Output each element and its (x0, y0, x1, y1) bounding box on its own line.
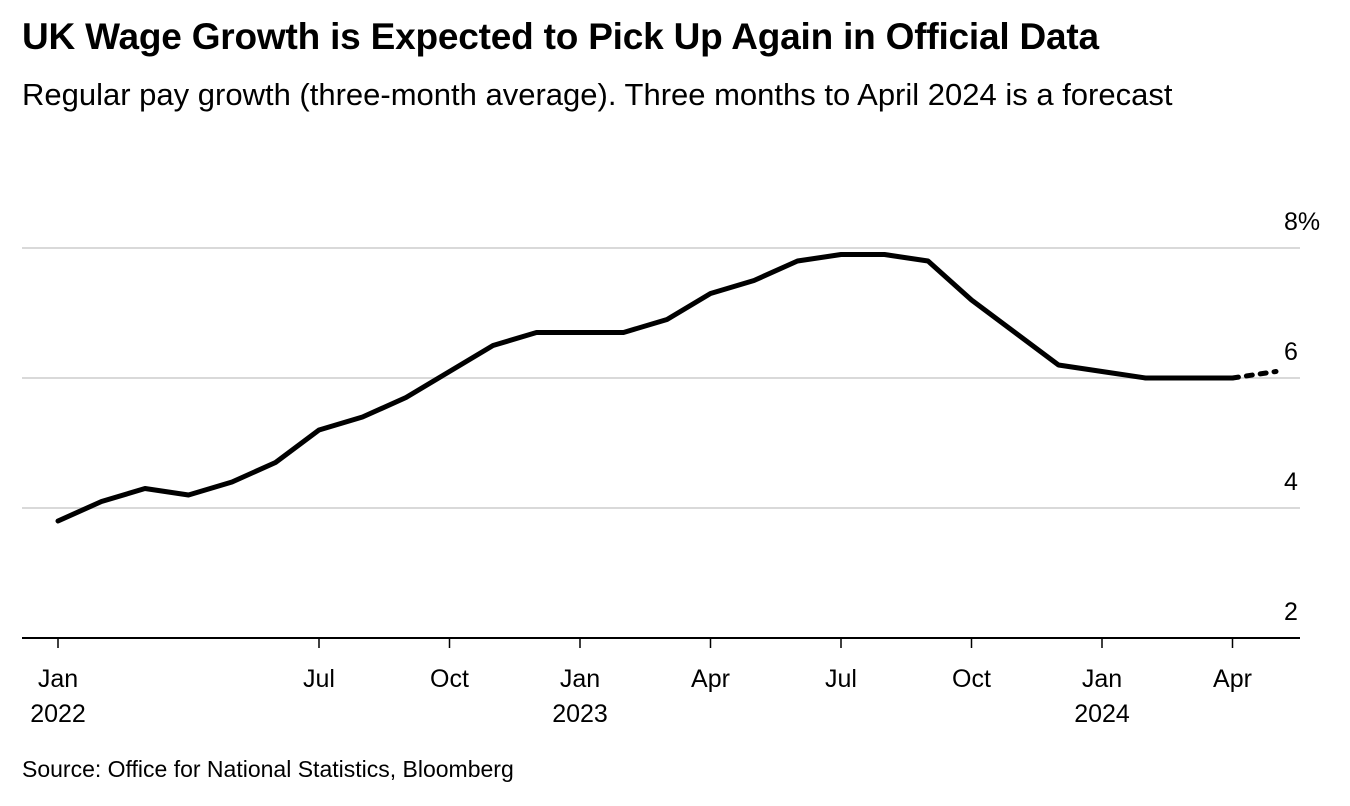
gridlines (22, 247, 1300, 509)
actual-series-line (55, 252, 1235, 524)
x-tick-label: Apr (1213, 665, 1252, 693)
x-tick-label: Oct (952, 665, 991, 693)
series-lines (55, 252, 1279, 524)
x-tick-year-label: 2022 (30, 700, 86, 728)
chart-subtitle: Regular pay growth (three-month average)… (22, 77, 1173, 112)
y-tick-label: 2 (1284, 598, 1298, 626)
x-tick-label: Jul (825, 665, 857, 693)
x-tick-label: Jan (1082, 665, 1122, 693)
x-tick-label: Jan (560, 665, 600, 693)
y-tick-label: 8% (1284, 208, 1320, 236)
x-tick-year-label: 2023 (552, 700, 608, 728)
chart-title: UK Wage Growth is Expected to Pick Up Ag… (22, 16, 1099, 57)
x-tick-label: Jan (38, 665, 78, 693)
y-tick-label: 4 (1284, 468, 1298, 496)
x-tick-label: Jul (303, 665, 335, 693)
y-tick-label: 6 (1284, 338, 1298, 366)
x-axis-ticks: Jan 2022 Jul Oct Jan 2023 Apr Jul Oct Jan 2024 Apr (30, 638, 1252, 728)
source-note: Source: Office for National Statistics, … (22, 756, 514, 782)
x-tick-label: Apr (691, 665, 730, 693)
forecast-series-line (1230, 369, 1279, 381)
line-chart: 8% 6 4 2 Jan 2022 Jul Oct Jan 2023 Apr Jul Oct Jan 20… (22, 208, 1320, 728)
x-tick-year-label: 2024 (1074, 700, 1130, 728)
x-tick-label: Oct (430, 665, 469, 693)
y-axis-tick-labels: 8% 6 4 2 (1284, 208, 1320, 626)
